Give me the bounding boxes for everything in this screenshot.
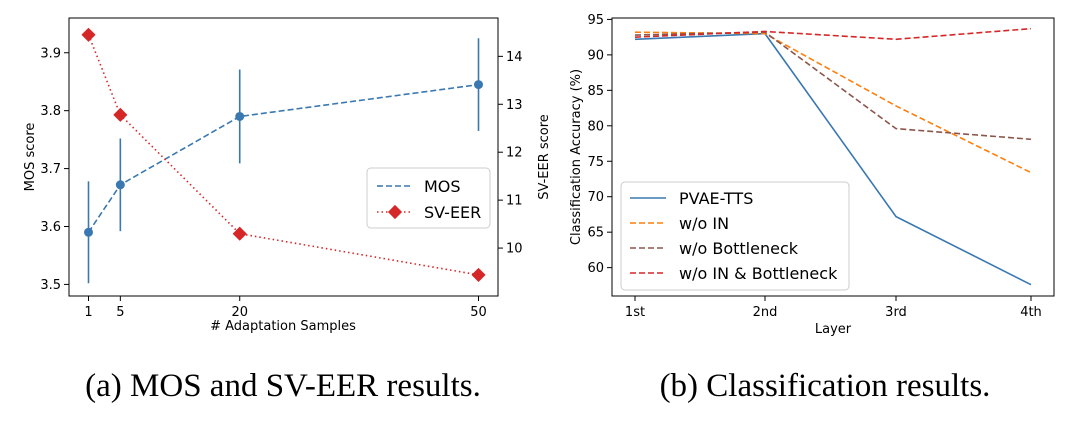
data-point [115,180,125,190]
data-point [113,107,128,122]
x-tick-label: 4th [1020,305,1042,320]
chart-b-frame [611,17,1055,297]
data-point [232,226,247,241]
legend-frame [620,181,850,291]
y-tick-label: 90 [587,48,604,63]
legend-sveer-marker [387,204,403,220]
x-tick-label: 2nd [753,305,778,320]
x-tick-label: 50 [470,305,487,320]
y-tick-label-right: 14 [506,50,523,65]
chart-a-frame [68,17,499,297]
series-line-sv-eer [87,34,479,276]
data-point [474,80,483,90]
chart-b-ylabel: Classification Accuracy (%) [569,69,584,245]
y-tick-label-left: 3.6 [40,220,61,235]
chart-b: 1st 2nd 3rd 4th 60 65 70 75 80 85 90 95 Layer Class… [569,13,1055,337]
y-tick-label-left: 3.7 [40,162,61,177]
chart-b-legend: PVAE-TTS w/o IN w/o Bottleneck w/o IN & … [620,181,850,291]
chart-a-ylabel-right: SV-EER score [537,114,552,200]
y-tick-label: 65 [587,226,604,241]
legend-wobottleneck-label: w/o Bottleneck [679,239,799,258]
chart-a-xlabel: # Adaptation Samples [210,319,356,334]
legend-woinbottleneck-label: w/o IN & Bottleneck [679,264,838,283]
legend-pvae-label: PVAE-TTS [679,189,753,208]
x-tick-label: 5 [116,305,124,320]
legend-sveer-label: SV-EER [424,203,481,222]
y-tick-label-left: 3.9 [40,46,61,61]
data-point [235,111,245,121]
x-tick-label: 20 [231,305,248,320]
chart-a-ylabel-left: MOS score [23,123,38,192]
series-line-w-o-in-bottleneck [634,27,1032,41]
y-tick-label-right: 11 [506,194,523,209]
x-tick-label: 1st [625,305,645,320]
y-tick-label-right: 13 [506,98,523,113]
series-line-mos [87,83,479,233]
series-line-w-o-bottleneck [634,31,1032,141]
y-tick-label-right: 10 [506,242,523,257]
legend-woin-label: w/o IN [679,214,729,233]
y-tick-label-left: 3.5 [40,278,61,293]
y-tick-label: 80 [587,119,604,134]
x-tick-label: 1 [84,305,92,320]
y-tick-label: 85 [587,84,604,99]
y-tick-label: 75 [587,155,604,170]
y-tick-label: 70 [587,190,604,205]
chart-a-legend: MOS SV-EER [366,167,491,229]
y-tick-label-left: 3.8 [40,104,61,119]
data-point [471,267,486,282]
data-point [84,227,93,237]
data-point [81,27,96,42]
chart-b-xlabel: Layer [815,322,852,337]
y-tick-label-right: 12 [506,146,523,161]
caption-b: (b) Classification results. [660,368,991,404]
series-line-w-o-in [634,31,1032,174]
series-line-pvae-tts [634,32,1032,286]
legend-mos-label: MOS [424,177,461,196]
caption-a: (a) MOS and SV-EER results. [85,368,481,404]
y-tick-label: 60 [587,261,604,276]
y-tick-label: 95 [587,13,604,28]
chart-a: 1 5 20 50 3.5 3.6 3.7 3.8 3.9 10 11 12 13 14 # Adapta… [23,17,552,334]
x-tick-label: 3rd [885,305,907,320]
